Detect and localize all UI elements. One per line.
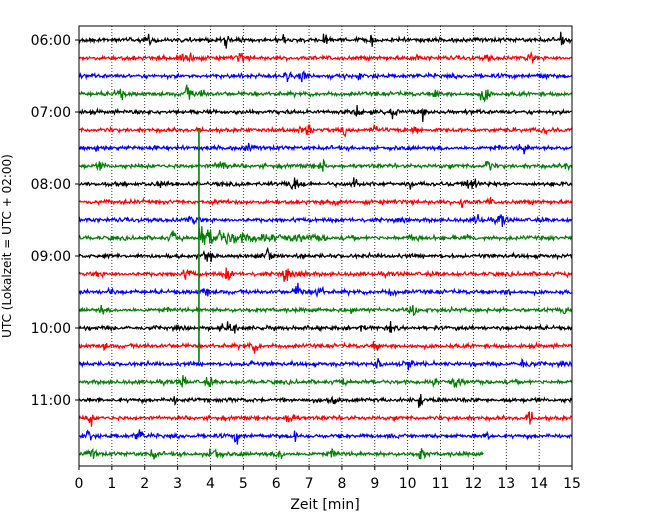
grid-lines (111, 26, 540, 466)
seismic-traces (78, 31, 573, 460)
x-tick-label: 9 (370, 476, 379, 492)
trace-row (78, 104, 573, 123)
x-tick-label: 8 (337, 476, 346, 492)
trace-row (78, 393, 573, 408)
trace-row (78, 246, 573, 263)
trace-row (78, 429, 572, 445)
trace-row (78, 375, 573, 388)
trace-row (78, 84, 573, 103)
x-tick-label: 2 (140, 476, 149, 492)
trace-row (78, 410, 573, 427)
plot-frame (78, 25, 573, 467)
trace-row (78, 123, 573, 137)
plot-area (79, 26, 572, 466)
trace-row (78, 226, 573, 245)
trace-row (78, 282, 573, 298)
axes-box (78, 25, 573, 467)
x-tick-label: 4 (206, 476, 215, 492)
x-tick-label: 6 (272, 476, 281, 492)
trace-row (78, 142, 573, 155)
x-tick-label: 7 (305, 476, 314, 492)
trace-row (78, 214, 573, 227)
y-axis-label: UTC (Lokalzeit = UTC + 02:00) (0, 154, 14, 338)
y-tick-label: 07:00 (31, 105, 71, 121)
trace-row (78, 70, 573, 83)
trace-row (78, 196, 573, 209)
y-tick-label: 10:00 (31, 321, 71, 337)
trace-row (79, 267, 573, 283)
x-tick-label: 11 (432, 476, 450, 492)
trace-row (78, 447, 484, 460)
trace-row (78, 320, 573, 334)
x-tick-label: 5 (239, 476, 248, 492)
x-axis-label: Zeit [min] (290, 497, 359, 513)
x-tick-label: 15 (563, 476, 581, 492)
trace-row (78, 50, 573, 65)
x-tick-label: 3 (173, 476, 182, 492)
x-tick-label: 10 (399, 476, 417, 492)
y-axis-ticks: 06:00 07:00 08:00 09:00 10:00 11:00 (31, 33, 79, 409)
y-tick-label: 08:00 (31, 177, 71, 193)
trace-row (78, 357, 573, 371)
x-tick-label: 13 (497, 476, 515, 492)
trace-row (78, 177, 573, 191)
x-tick-label: 14 (530, 476, 548, 492)
x-axis-ticks: 0 1 2 3 4 5 6 7 8 9 10 11 12 13 14 15 (75, 466, 581, 492)
y-tick-label: 06:00 (31, 33, 71, 49)
x-tick-label: 12 (464, 476, 482, 492)
y-tick-label: 09:00 (31, 249, 71, 265)
plot-background (79, 26, 572, 466)
trace-row (78, 305, 573, 316)
y-tick-label: 11:00 (31, 393, 71, 409)
trace-row (78, 31, 573, 49)
x-tick-label: 1 (107, 476, 116, 492)
trace-row (78, 341, 573, 354)
trace-row (78, 158, 573, 172)
x-tick-label: 0 (75, 476, 84, 492)
